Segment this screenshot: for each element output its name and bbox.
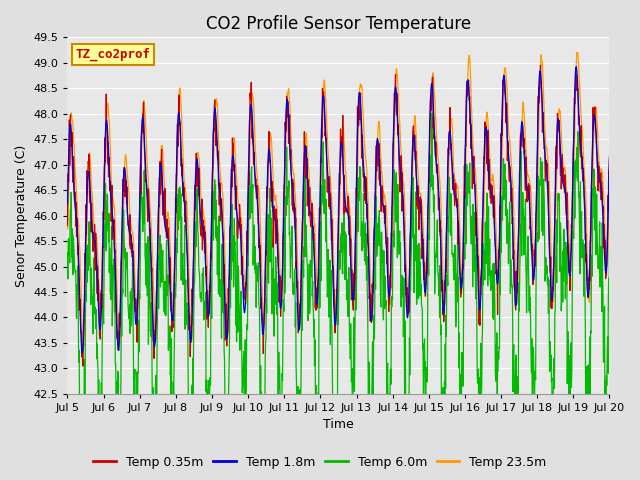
Legend: Temp 0.35m, Temp 1.8m, Temp 6.0m, Temp 23.5m: Temp 0.35m, Temp 1.8m, Temp 6.0m, Temp 2… [88, 451, 552, 474]
Title: CO2 Profile Sensor Temperature: CO2 Profile Sensor Temperature [206, 15, 471, 33]
Y-axis label: Senor Temperature (C): Senor Temperature (C) [15, 144, 28, 287]
X-axis label: Time: Time [323, 419, 354, 432]
Text: TZ_co2prof: TZ_co2prof [76, 48, 150, 61]
